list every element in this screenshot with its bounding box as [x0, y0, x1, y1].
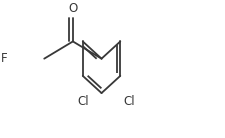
Text: Cl: Cl — [123, 95, 134, 108]
Text: O: O — [68, 2, 77, 15]
Text: F: F — [1, 52, 8, 65]
Text: Cl: Cl — [76, 95, 88, 108]
